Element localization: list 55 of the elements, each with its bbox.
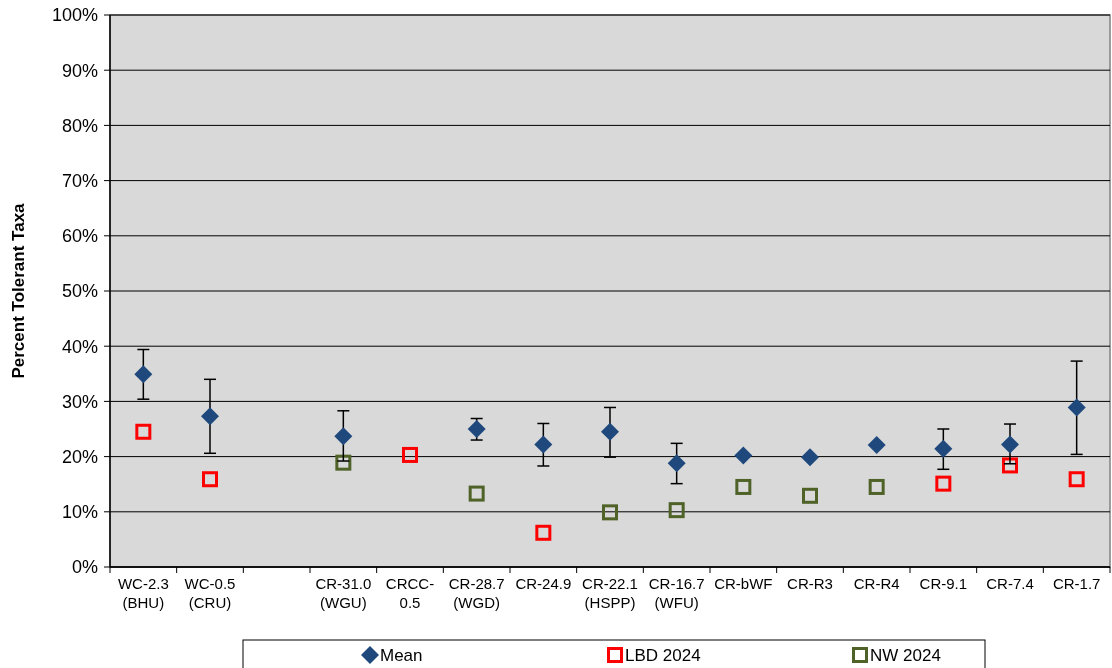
point xyxy=(735,478,752,495)
x-tick-label: CR-R4 xyxy=(853,575,900,592)
point xyxy=(935,475,952,492)
point xyxy=(934,439,953,458)
point xyxy=(535,524,552,541)
point xyxy=(534,435,553,454)
y-tick-label: 90% xyxy=(61,60,98,81)
x-tick-label: CRCC-0.5 xyxy=(385,575,435,611)
y-tick-label: 80% xyxy=(61,115,98,136)
x-tick-label: CR-bWF xyxy=(714,575,773,592)
point xyxy=(1002,457,1018,474)
point xyxy=(802,487,818,504)
point xyxy=(668,502,685,519)
point xyxy=(734,446,753,465)
y-tick-label: 30% xyxy=(61,391,98,412)
point xyxy=(602,504,618,521)
y-tick-label: 70% xyxy=(61,170,98,191)
y-tick-label: 20% xyxy=(61,446,98,467)
x-tick-label: CR-24.9 xyxy=(515,575,572,592)
x-tick-label: CR-16.7 (WFU) xyxy=(648,575,705,611)
point xyxy=(867,436,886,455)
point xyxy=(1068,471,1085,488)
x-tick-label: CR-28.7 (WGD) xyxy=(448,575,505,611)
point xyxy=(468,485,485,502)
point xyxy=(334,427,353,446)
point xyxy=(601,422,619,441)
point xyxy=(134,365,153,384)
x-tick-label: WC-2.3 (BHU) xyxy=(117,575,169,611)
y-tick-label: 50% xyxy=(61,281,98,302)
x-tick-label: CR-31.0 (WGU) xyxy=(315,575,372,611)
point xyxy=(1067,398,1086,417)
x-tick-label: CR-7.4 xyxy=(986,575,1034,592)
point xyxy=(135,423,152,440)
y-tick-label: 100% xyxy=(51,5,98,26)
point xyxy=(402,446,418,463)
y-tick-label: 10% xyxy=(61,502,98,523)
x-tick-label: CR-22.1 (HSPP) xyxy=(582,575,638,611)
point xyxy=(202,471,218,488)
x-tick-label: WC-0.5 (CRU) xyxy=(184,575,236,611)
legend-label: LBD 2024 xyxy=(625,645,701,665)
x-tick-label: CR-9.1 xyxy=(919,575,968,592)
x-tick-label: CR-R3 xyxy=(787,575,833,592)
x-tick-label: CR-1.7 xyxy=(1052,575,1101,592)
y-axis-title: Percent Tolerant Taxa xyxy=(9,202,28,379)
point xyxy=(667,454,686,473)
y-tick-label: 40% xyxy=(61,336,98,357)
point xyxy=(801,448,819,467)
point xyxy=(868,478,885,495)
y-tick-label: 0% xyxy=(71,557,98,578)
legend-label: NW 2024 xyxy=(870,645,941,665)
point xyxy=(1001,435,1019,454)
y-tick-label: 60% xyxy=(61,226,98,247)
point xyxy=(335,454,352,471)
point xyxy=(201,407,219,426)
legend-label: Mean xyxy=(380,645,423,665)
